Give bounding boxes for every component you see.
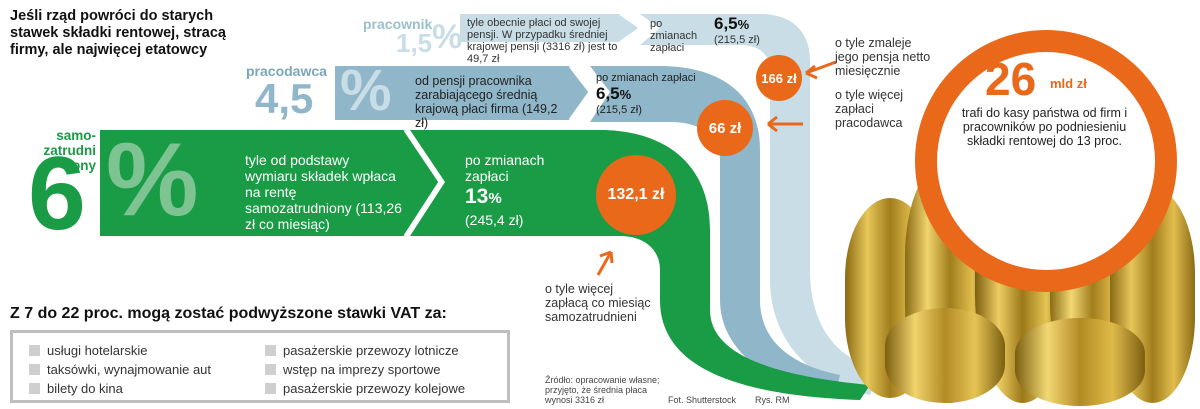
pracownik-after-label: po zmianach zapłaci	[650, 18, 698, 54]
checkbox-icon	[265, 364, 276, 375]
samozatrudniony-desc: tyle od podstawy wymiaru składek wpłaca …	[245, 152, 402, 232]
photo-credit: Fot. Shutterstock	[668, 395, 737, 405]
samozatrudniony-band	[100, 130, 440, 236]
checkbox-icon	[29, 345, 40, 356]
vat-list-box: usługi hotelarskie taksówki, wynajmowani…	[10, 330, 510, 403]
vat-item: wstęp na imprezy sportowe	[265, 360, 465, 379]
total-value: 26	[985, 53, 1037, 105]
samozatrudniony-diff-note: o tyle więcej zapłacą co miesiąc samozat…	[545, 282, 651, 324]
samozatrudniony-after-label: po zmianach zapłaci	[465, 152, 545, 184]
total-note: trafi do kasy państwa od firm i pracowni…	[961, 106, 1128, 148]
samozatrudniony-after-amount: (245,4 zł)	[465, 212, 524, 228]
samozatrudniony-label: samo-zatrudniony	[43, 128, 97, 173]
vat-col-2: pasażerskie przewozy lotnicze wstęp na i…	[265, 341, 465, 398]
samozatrudniony-band-after	[410, 130, 870, 400]
pracodawca-percent: %	[340, 58, 392, 123]
pracownik-band	[460, 14, 640, 42]
pracownik-percent: %	[432, 18, 463, 56]
pracodawca-diff-badge: 66 zł	[697, 100, 753, 156]
pracodawca-after-label: po zmianach zapłaci	[596, 72, 696, 84]
pracownik-after-rate: 6,5%	[714, 14, 750, 33]
checkbox-icon	[29, 364, 40, 375]
checkbox-icon	[29, 383, 40, 394]
samozatrudniony-percent: %	[106, 122, 199, 238]
arrow-166	[805, 60, 837, 75]
pracownik-after-amount: (215,5 zł)	[714, 34, 760, 46]
samozatrudniony-after-rate: 13%	[465, 185, 502, 208]
checkbox-icon	[265, 383, 276, 394]
pracownik-diff-note: o tyle zmaleje jego pensja netto miesięc…	[835, 36, 931, 78]
arrow-132	[596, 251, 613, 276]
total-unit: mld zł	[1050, 76, 1087, 91]
samozatrudniony-diff-badge: 132,1 zł	[596, 155, 676, 235]
vat-item: usługi hotelarskie	[29, 341, 211, 360]
page-title: Jeśli rząd powróci do starych stawek skł…	[10, 8, 226, 58]
pracownik-label: pracownik	[363, 16, 433, 32]
pracodawca-label: pracodawca	[246, 63, 327, 79]
pracownik-desc: tyle obecnie płaci od swojej pensji. W p…	[467, 17, 618, 65]
pracodawca-band	[335, 66, 590, 120]
total-ring	[915, 30, 1177, 292]
vat-item: pasażerskie przewozy kolejowe	[265, 379, 465, 398]
pracodawca-diff-note: o tyle więcej zapłaci pracodawca	[835, 88, 904, 130]
pracodawca-after-amount: (215,5 zł)	[596, 104, 642, 116]
vat-item: pasażerskie przewozy lotnicze	[265, 341, 465, 360]
pracodawca-after-rate: 6,5%	[596, 84, 632, 103]
samozatrudniony-rate: 6	[28, 136, 86, 252]
vat-item: taksówki, wynajmowanie aut	[29, 360, 211, 379]
source-note: Źródło: opracowanie własne; przyjęto, że…	[545, 375, 660, 405]
drawing-credit: Rys. RM	[755, 395, 790, 405]
pracownik-rate: 1,5	[396, 28, 433, 58]
vat-col-1: usługi hotelarskie taksówki, wynajmowani…	[29, 341, 211, 398]
vat-item: bilety do kina	[29, 379, 211, 398]
checkbox-icon	[265, 345, 276, 356]
vat-heading: Z 7 do 22 proc. mogą zostać podwyższone …	[10, 305, 447, 322]
pracodawca-desc: od pensji pracownika zarabiającego średn…	[415, 74, 558, 130]
pracownik-diff-badge: 166 zł	[756, 55, 802, 101]
pracodawca-rate: 4,5	[255, 75, 314, 122]
